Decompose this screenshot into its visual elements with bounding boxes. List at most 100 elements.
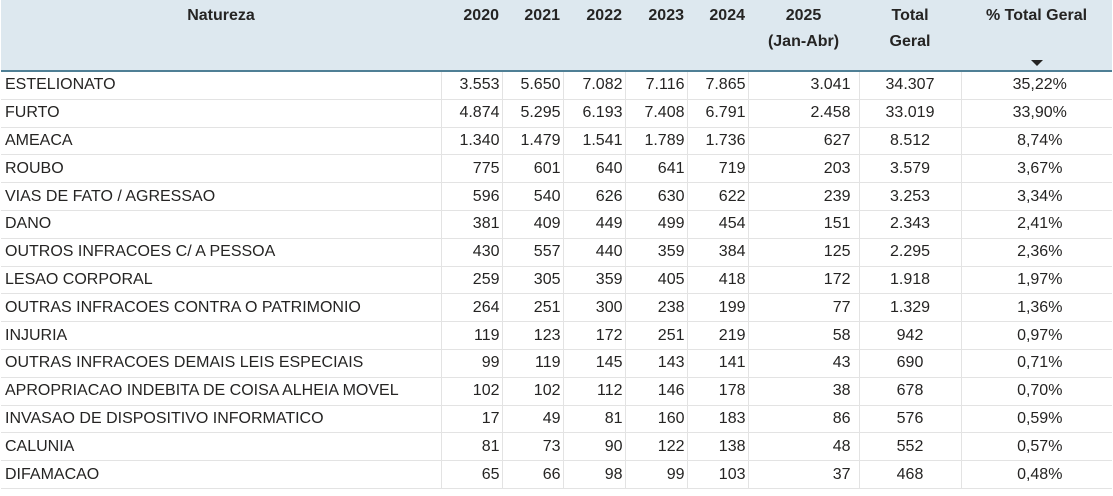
- cell-2022: 98: [562, 460, 625, 489]
- cell-2021: 119: [501, 349, 563, 378]
- cell-2022: 626: [562, 182, 625, 211]
- table-row[interactable]: ESTELIONATO 3.553 5.650 7.082 7.116 7.865 3.04…: [1, 71, 1112, 100]
- cell-2021: 66: [501, 460, 563, 489]
- table-row[interactable]: LESAO CORPORAL 259 305 359 405 418 172 1.918 1,9…: [1, 266, 1112, 295]
- table-row[interactable]: VIAS DE FATO / AGRESSAO 596 540 626 630 622 23…: [1, 182, 1112, 211]
- table-row[interactable]: INJURIA 119 123 172 251 219 58 942 0,97%: [1, 321, 1112, 350]
- cell-pct-total-geral: 35,22%: [960, 71, 1112, 100]
- cell-total-geral: 678: [858, 377, 961, 406]
- table-row[interactable]: DIFAMACAO 65 66 98 99 103 37 468 0,48%: [1, 460, 1112, 489]
- cell-2025: 172: [747, 266, 859, 295]
- cell-total-geral: 690: [858, 349, 961, 378]
- table-row[interactable]: CALUNIA 81 73 90 122 138 48 552 0,57%: [1, 432, 1112, 462]
- cell-2020: 81: [440, 432, 502, 462]
- cell-pct-total-geral: 1,97%: [960, 266, 1112, 295]
- table-row[interactable]: FURTO 4.874 5.295 6.193 7.408 6.791 2.458 33.01…: [1, 99, 1112, 128]
- cell-2022: 6.193: [562, 99, 625, 128]
- cell-natureza: LESAO CORPORAL: [1, 266, 441, 295]
- cell-2024: 178: [686, 377, 748, 406]
- table-row[interactable]: OUTROS INFRACOES C/ A PESSOA 430 557 440 359…: [1, 238, 1112, 267]
- cell-2024: 138: [686, 432, 748, 462]
- cell-2023: 7.116: [624, 71, 687, 100]
- sort-descending-icon: [1030, 60, 1043, 66]
- cell-2024: 141: [686, 349, 748, 378]
- table-row[interactable]: ROUBO 775 601 640 641 719 203 3.579 3,67%: [1, 154, 1112, 184]
- cell-2020: 775: [440, 154, 502, 184]
- cell-2021: 123: [501, 321, 563, 350]
- cell-natureza: APROPRIACAO INDEBITA DE COISA ALHEIA MOV…: [1, 377, 441, 406]
- cell-2025: 2.458: [747, 99, 859, 128]
- column-header-2020[interactable]: 2020: [441, 0, 502, 72]
- cell-2024: 454: [686, 210, 748, 239]
- column-header-2025[interactable]: 2025 (Jan-Abr): [748, 0, 859, 72]
- cell-2021: 5.650: [501, 71, 563, 100]
- cell-2022: 1.541: [562, 127, 625, 156]
- cell-2020: 259: [440, 266, 502, 295]
- cell-2025: 38: [747, 377, 859, 406]
- cell-total-geral: 2.295: [858, 238, 961, 267]
- cell-pct-total-geral: 0,97%: [960, 321, 1112, 350]
- cell-2022: 172: [562, 321, 625, 350]
- cell-2025: 86: [747, 405, 859, 434]
- table-row[interactable]: OUTRAS INFRACOES CONTRA O PATRIMONIO 264 2…: [1, 293, 1112, 323]
- cell-2020: 596: [440, 182, 502, 211]
- cell-2024: 622: [686, 182, 748, 211]
- cell-natureza: INJURIA: [1, 321, 441, 350]
- cell-2025: 77: [747, 293, 859, 323]
- cell-2020: 65: [440, 460, 502, 489]
- cell-total-geral: 3.253: [858, 182, 961, 211]
- column-header-total-geral[interactable]: Total Geral: [859, 0, 961, 72]
- cell-total-geral: 942: [858, 321, 961, 350]
- cell-2020: 4.874: [440, 99, 502, 128]
- cell-natureza: AMEACA: [1, 127, 441, 156]
- cell-2020: 381: [440, 210, 502, 239]
- table-row[interactable]: AMEACA 1.340 1.479 1.541 1.789 1.736 627 8.512 8…: [1, 127, 1112, 156]
- cell-2023: 1.789: [624, 127, 687, 156]
- table-row[interactable]: INVASAO DE DISPOSITIVO INFORMATICO 17 49 81…: [1, 405, 1112, 434]
- cell-2024: 719: [686, 154, 748, 184]
- cell-2023: 99: [624, 460, 687, 489]
- column-header-natureza[interactable]: Natureza: [1, 0, 441, 72]
- cell-2024: 418: [686, 266, 748, 295]
- cell-2021: 102: [501, 377, 563, 406]
- cell-pct-total-geral: 0,70%: [960, 377, 1112, 406]
- column-header-2024[interactable]: 2024: [687, 0, 748, 72]
- header-row: Natureza 2020 2021 2022 2023 2024 2025 (…: [1, 0, 1112, 72]
- cell-pct-total-geral: 0,59%: [960, 405, 1112, 434]
- cell-pct-total-geral: 8,74%: [960, 127, 1112, 156]
- cell-2024: 199: [686, 293, 748, 323]
- cell-2021: 251: [501, 293, 563, 323]
- table-row[interactable]: DANO 381 409 449 499 454 151 2.343 2,41%: [1, 210, 1112, 239]
- cell-natureza: FURTO: [1, 99, 441, 128]
- cell-2023: 238: [624, 293, 687, 323]
- cell-2024: 384: [686, 238, 748, 267]
- cell-natureza: OUTRAS INFRACOES CONTRA O PATRIMONIO: [1, 293, 441, 323]
- cell-2020: 1.340: [440, 127, 502, 156]
- cell-natureza: DIFAMACAO: [1, 460, 441, 489]
- column-header-2021[interactable]: 2021: [502, 0, 563, 72]
- cell-2024: 7.865: [686, 71, 748, 100]
- cell-natureza: VIAS DE FATO / AGRESSAO: [1, 182, 441, 211]
- table-row[interactable]: OUTRAS INFRACOES DEMAIS LEIS ESPECIAIS 99…: [1, 349, 1112, 378]
- cell-2025: 239: [747, 182, 859, 211]
- column-header-2022[interactable]: 2022: [563, 0, 625, 72]
- column-header-2023[interactable]: 2023: [625, 0, 687, 72]
- cell-pct-total-geral: 3,34%: [960, 182, 1112, 211]
- cell-natureza: OUTRAS INFRACOES DEMAIS LEIS ESPECIAIS: [1, 349, 441, 378]
- cell-pct-total-geral: 33,90%: [960, 99, 1112, 128]
- cell-2021: 1.479: [501, 127, 563, 156]
- column-header-pct-total-geral[interactable]: % Total Geral: [961, 0, 1112, 72]
- cell-2023: 251: [624, 321, 687, 350]
- cell-natureza: ROUBO: [1, 154, 441, 184]
- cell-2025: 58: [747, 321, 859, 350]
- cell-pct-total-geral: 0,57%: [960, 432, 1112, 462]
- cell-total-geral: 1.918: [858, 266, 961, 295]
- cell-2022: 112: [562, 377, 625, 406]
- cell-2022: 145: [562, 349, 625, 378]
- cell-2022: 359: [562, 266, 625, 295]
- cell-2024: 1.736: [686, 127, 748, 156]
- table-row[interactable]: APROPRIACAO INDEBITA DE COISA ALHEIA MOV…: [1, 377, 1112, 406]
- cell-2021: 409: [501, 210, 563, 239]
- cell-total-geral: 8.512: [858, 127, 961, 156]
